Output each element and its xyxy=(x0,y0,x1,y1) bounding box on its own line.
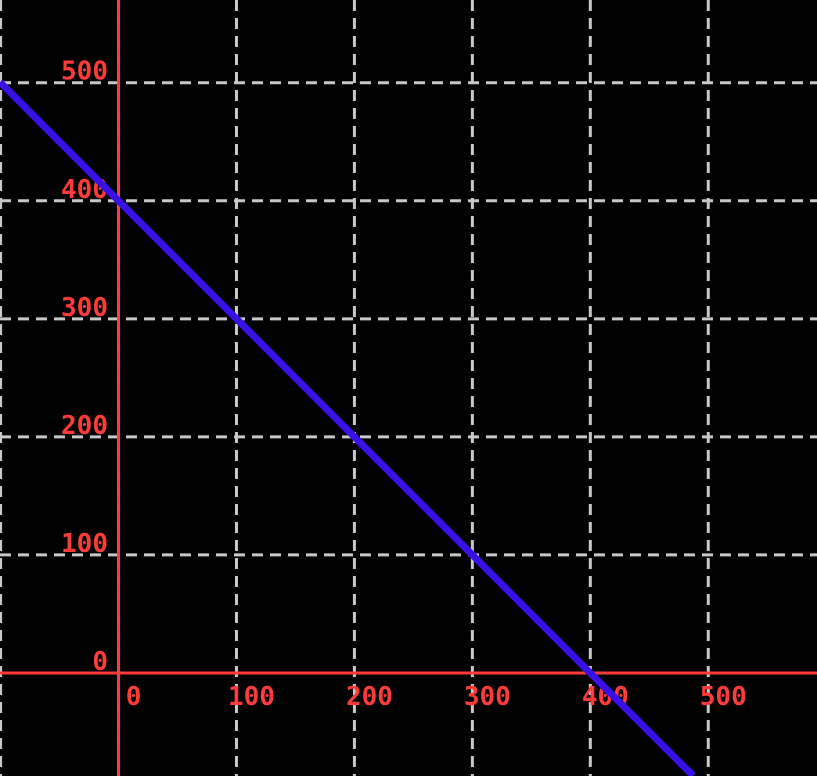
y-tick-label: 0 xyxy=(92,647,108,677)
x-tick-label: 100 xyxy=(228,682,275,712)
x-tick-label: 500 xyxy=(700,682,747,712)
x-tick-label: 0 xyxy=(126,682,142,712)
y-tick-label: 200 xyxy=(61,411,108,441)
plot-line xyxy=(0,79,696,776)
x-tick-label: 300 xyxy=(464,682,511,712)
y-tick-label: 300 xyxy=(61,293,108,323)
x-tick-label: 200 xyxy=(346,682,393,712)
y-tick-label: 500 xyxy=(61,57,108,87)
y-tick-label: 100 xyxy=(61,529,108,559)
